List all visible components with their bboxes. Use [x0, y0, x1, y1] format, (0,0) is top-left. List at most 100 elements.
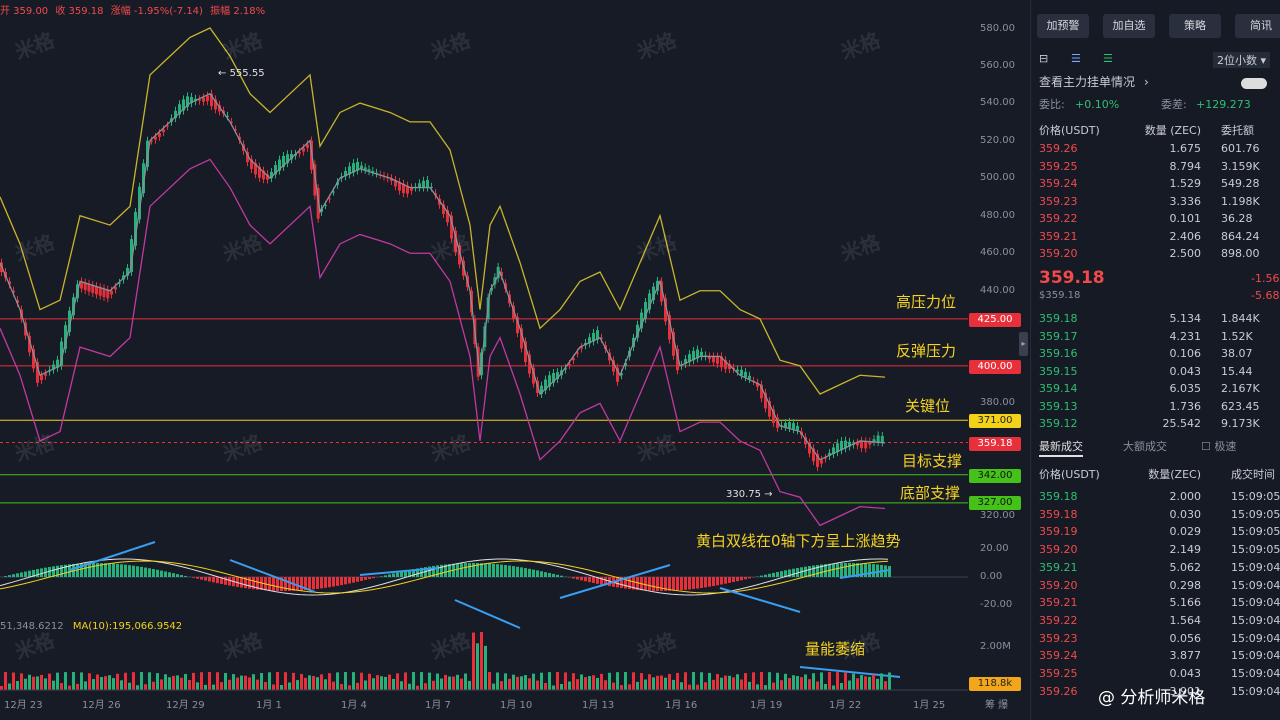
price-tag-327: 327.00	[969, 496, 1021, 510]
volume-bar	[324, 679, 327, 690]
ask-row[interactable]: 359.20 2.500 898.00	[1031, 245, 1280, 262]
macd-bar	[112, 563, 115, 577]
trade-row[interactable]: 359.23 0.056 15:09:04	[1031, 630, 1280, 647]
volume-bar	[736, 674, 739, 690]
volume-bar	[872, 674, 875, 690]
volume-bar	[600, 673, 603, 690]
volume-bar	[756, 684, 759, 690]
ask-row[interactable]: 359.25 8.794 3.159K	[1031, 158, 1280, 175]
orderbook-header: 价格(USDT) 数量 (ZEC) 委托额	[1031, 122, 1280, 139]
bid-row[interactable]: 359.13 1.736 623.45	[1031, 398, 1280, 415]
volume-bar	[108, 675, 111, 690]
volume-bar	[472, 632, 475, 690]
col-amount: 委托额	[1221, 124, 1254, 137]
macd-bar	[360, 577, 363, 581]
trade-row[interactable]: 359.18 2.000 15:09:05	[1031, 488, 1280, 505]
decimal-select[interactable]: 2位小数 ▾	[1213, 52, 1271, 68]
bid-row[interactable]: 359.18 5.134 1.844K	[1031, 310, 1280, 327]
macd-bar	[404, 570, 407, 577]
collapse-panel-handle[interactable]: ▸	[1019, 332, 1028, 356]
add-favorite-button[interactable]: 加自选	[1103, 14, 1155, 38]
macd-bar	[548, 572, 551, 577]
bid-row[interactable]: 359.14 6.035 2.167K	[1031, 380, 1280, 397]
row-price: 359.12	[1039, 417, 1078, 430]
layout-bids-icon[interactable]: ☰	[1103, 52, 1113, 65]
bid-row[interactable]: 359.12 25.542 9.173K	[1031, 415, 1280, 432]
volume-bar	[276, 672, 279, 690]
row-amount: 3.159K	[1221, 159, 1260, 173]
x-tick: 12月 23	[4, 700, 43, 711]
volume-bar	[848, 680, 851, 690]
trade-row[interactable]: 359.19 0.029 15:09:05	[1031, 523, 1280, 540]
row-price: 359.20	[1039, 247, 1078, 260]
volume-bar	[220, 682, 223, 690]
candle-body	[748, 375, 751, 379]
macd-bar	[804, 566, 807, 577]
ask-row[interactable]: 359.21 2.406 864.24	[1031, 228, 1280, 245]
trade-row[interactable]: 359.25 0.043 15:09:04	[1031, 665, 1280, 682]
trade-row[interactable]: 359.18 0.030 15:09:05	[1031, 506, 1280, 523]
volume-bar	[456, 674, 459, 690]
row-qty: 3.901	[1169, 684, 1202, 698]
layout-asks-icon[interactable]: ☰	[1071, 52, 1081, 65]
trade-row[interactable]: 359.22 1.564 15:09:04	[1031, 612, 1280, 629]
add-alert-button[interactable]: 加预警	[1037, 14, 1089, 38]
tab-large-trades[interactable]: 大额成交	[1123, 440, 1167, 453]
row-amount: 9.173K	[1221, 417, 1260, 430]
volume-bar	[140, 672, 143, 690]
macd-dif	[0, 558, 889, 596]
volume-bar	[656, 675, 659, 690]
macd-bar	[824, 564, 827, 577]
candle-body	[154, 136, 157, 140]
candle-body	[118, 282, 121, 284]
macd-bar	[20, 572, 23, 577]
candle-body	[532, 367, 535, 384]
candle-body	[828, 452, 831, 456]
macd-tick: 0.00	[980, 571, 1003, 582]
strategy-button[interactable]: 策略	[1169, 14, 1221, 38]
chart-area[interactable]: 开 359.00 收 359.18 涨幅 -1.95%(-7.14) 振幅 2.…	[0, 0, 1028, 720]
volume-bar	[88, 673, 91, 690]
volume-bar	[400, 681, 403, 690]
volume-bar	[296, 680, 299, 690]
ask-row[interactable]: 359.22 0.101 36.28	[1031, 210, 1280, 227]
trend-arrow	[559, 564, 671, 599]
bid-row[interactable]: 359.16 0.106 38.07	[1031, 345, 1280, 362]
macd-bar	[204, 577, 207, 581]
volume-bar	[688, 684, 691, 690]
volume-bar	[300, 673, 303, 690]
ask-row[interactable]: 359.26 1.675 601.76	[1031, 140, 1280, 157]
trade-row[interactable]: 359.26 3.901 15:09:04	[1031, 683, 1280, 700]
last-price: 359.18	[1039, 268, 1105, 288]
ask-row[interactable]: 359.23 3.336 1.198K	[1031, 193, 1280, 210]
tab-latest-trades[interactable]: 最新成交	[1039, 438, 1083, 457]
news-button[interactable]: 简讯	[1235, 14, 1280, 38]
row-price: 359.22	[1039, 212, 1078, 225]
candle-body	[278, 159, 281, 171]
volume-bar	[320, 674, 323, 690]
candle-body	[644, 302, 647, 319]
macd-bar	[728, 577, 731, 583]
row-qty: 2.406	[1169, 229, 1202, 243]
trade-row[interactable]: 359.20 0.298 15:09:04	[1031, 577, 1280, 594]
candle-body	[496, 266, 500, 279]
candle-body	[402, 183, 405, 194]
volume-bar	[576, 679, 579, 690]
ask-row[interactable]: 359.24 1.529 549.28	[1031, 175, 1280, 192]
diff-label: 委差:	[1161, 98, 1187, 111]
candle-body	[95, 286, 98, 295]
trade-row[interactable]: 359.21 5.166 15:09:04	[1031, 594, 1280, 611]
only-me-checkbox[interactable]: ☐ 极速	[1201, 440, 1237, 453]
main-order-link[interactable]: 查看主力挂单情况 ›	[1031, 74, 1280, 91]
trade-row[interactable]: 359.21 5.062 15:09:04	[1031, 559, 1280, 576]
candlestick-chart[interactable]	[0, 0, 1028, 720]
layout-both-icon[interactable]: ⊟	[1039, 52, 1049, 65]
trade-row[interactable]: 359.24 3.877 15:09:04	[1031, 647, 1280, 664]
bid-row[interactable]: 359.17 4.231 1.52K	[1031, 328, 1280, 345]
volume-bar	[712, 679, 715, 690]
row-qty: 5.062	[1169, 560, 1202, 574]
bid-row[interactable]: 359.15 0.043 15.44	[1031, 363, 1280, 380]
trade-row[interactable]: 359.20 2.149 15:09:05	[1031, 541, 1280, 558]
main-order-toggle[interactable]	[1241, 78, 1267, 89]
macd-bar	[320, 577, 323, 589]
